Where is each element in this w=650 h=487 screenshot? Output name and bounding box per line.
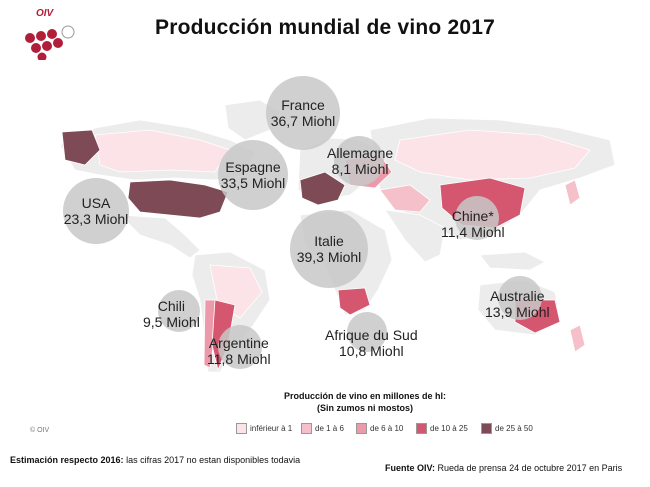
- region-japan: [564, 179, 581, 206]
- land-mexico: [118, 214, 201, 259]
- bubble-chine: [455, 196, 499, 240]
- region-russia-pink: [394, 129, 591, 181]
- legend-item: de 1 à 6: [301, 423, 344, 434]
- legend-label: inférieur à 1: [250, 424, 293, 433]
- country-name: Afrique du Sud: [325, 327, 418, 343]
- legend-item: de 6 à 10: [356, 423, 403, 434]
- country-name: Australie: [490, 288, 545, 304]
- country-value: 23,3 Miohl: [63, 211, 129, 227]
- legend-swatch: [481, 423, 492, 434]
- legend-swatch: [416, 423, 427, 434]
- region-usa: [127, 179, 229, 219]
- oiv-logo: [25, 25, 75, 60]
- country-name: Allemagne: [327, 145, 394, 161]
- region-mideast: [379, 184, 431, 213]
- label-chili: Chili 9,5 Miohl: [143, 298, 200, 330]
- region-alaska: [61, 129, 101, 166]
- label-chine: Chine* 11,4 Miohl: [441, 208, 505, 240]
- bubble-allemagne: [334, 136, 384, 186]
- country-name: Argentine: [208, 335, 269, 351]
- source-bold: Fuente OIV:: [385, 463, 436, 473]
- country-name: France: [281, 97, 325, 113]
- legend-swatch: [356, 423, 367, 434]
- country-name: Chili: [157, 298, 186, 314]
- source-note: Fuente OIV: Rueda de prensa 24 de octubr…: [385, 463, 622, 473]
- legend-title: Producción de vino en millones de hl: (S…: [240, 390, 490, 414]
- bubble-italie: Italie 39,3 Miohl: [290, 210, 368, 288]
- country-value: 9,5 Miohl: [143, 314, 200, 330]
- legend-item: de 25 à 50: [481, 423, 533, 434]
- legend-item: de 10 à 25: [416, 423, 468, 434]
- note-text: las cifras 2017 no estan disponibles tod…: [123, 455, 301, 465]
- label-afrique: Afrique du Sud 10,8 Miohl: [325, 327, 418, 359]
- legend-swatch: [236, 423, 247, 434]
- land-india: [384, 209, 446, 263]
- region-south-africa: [337, 287, 371, 316]
- country-value: 39,3 Miohl: [296, 249, 362, 265]
- estimation-note: Estimación respecto 2016: las cifras 201…: [10, 455, 300, 465]
- copyright: © OIV: [30, 427, 50, 434]
- legend-swatch: [301, 423, 312, 434]
- bubble-australie: [498, 276, 542, 320]
- bubble-afrique: [347, 312, 387, 352]
- country-value: 11,4 Miohl: [441, 224, 505, 240]
- note-bold: Estimación respecto 2016:: [10, 455, 124, 465]
- bubble-espagne: Espagne 33,5 Miohl: [218, 140, 288, 210]
- country-value: 10,8 Miohl: [339, 343, 404, 359]
- legend-item: inférieur à 1: [236, 423, 292, 434]
- region-chile: [203, 299, 216, 369]
- legend-title-line1: Producción de vino en millones de hl:: [283, 391, 447, 401]
- legend-label: de 25 à 50: [495, 424, 533, 433]
- legend-label: de 1 à 6: [315, 424, 344, 433]
- region-france-spain-italy: [299, 171, 346, 206]
- legend-title-line2: (Sin zumos ni mostos): [316, 403, 413, 413]
- land-indonesia: [479, 251, 546, 271]
- country-name: Espagne: [225, 159, 281, 175]
- label-allemagne: Allemagne 8,1 Miohl: [327, 145, 393, 177]
- country-value: 8,1 Miohl: [331, 161, 389, 177]
- region-nz: [569, 324, 586, 353]
- legend-label: de 6 à 10: [370, 424, 404, 433]
- bubble-argentine: [218, 325, 262, 369]
- country-name: Italie: [314, 233, 344, 249]
- label-argentine: Argentine 11,8 Miohl: [207, 335, 271, 367]
- country-value: 33,5 Miohl: [220, 175, 286, 191]
- country-value: 36,7 Miohl: [270, 113, 336, 129]
- bubble-chili: [158, 290, 200, 332]
- legend-label: de 10 à 25: [430, 424, 468, 433]
- country-value: 13,9 Miohl: [485, 304, 550, 320]
- bubble-france: France 36,7 Miohl: [266, 76, 340, 150]
- country-name: USA: [81, 195, 111, 211]
- page-title: Producción mundial de vino 2017: [155, 16, 495, 39]
- region-canada-pink: [94, 129, 231, 173]
- country-name: Chine*: [451, 208, 494, 224]
- label-australie: Australie 13,9 Miohl: [485, 288, 550, 320]
- bubble-usa: USA 23,3 Miohl: [63, 178, 129, 244]
- logo-text: OIV: [36, 8, 54, 19]
- country-value: 11,8 Miohl: [207, 351, 271, 367]
- source-text: Rueda de prensa 24 de octubre 2017 en Pa…: [435, 463, 623, 473]
